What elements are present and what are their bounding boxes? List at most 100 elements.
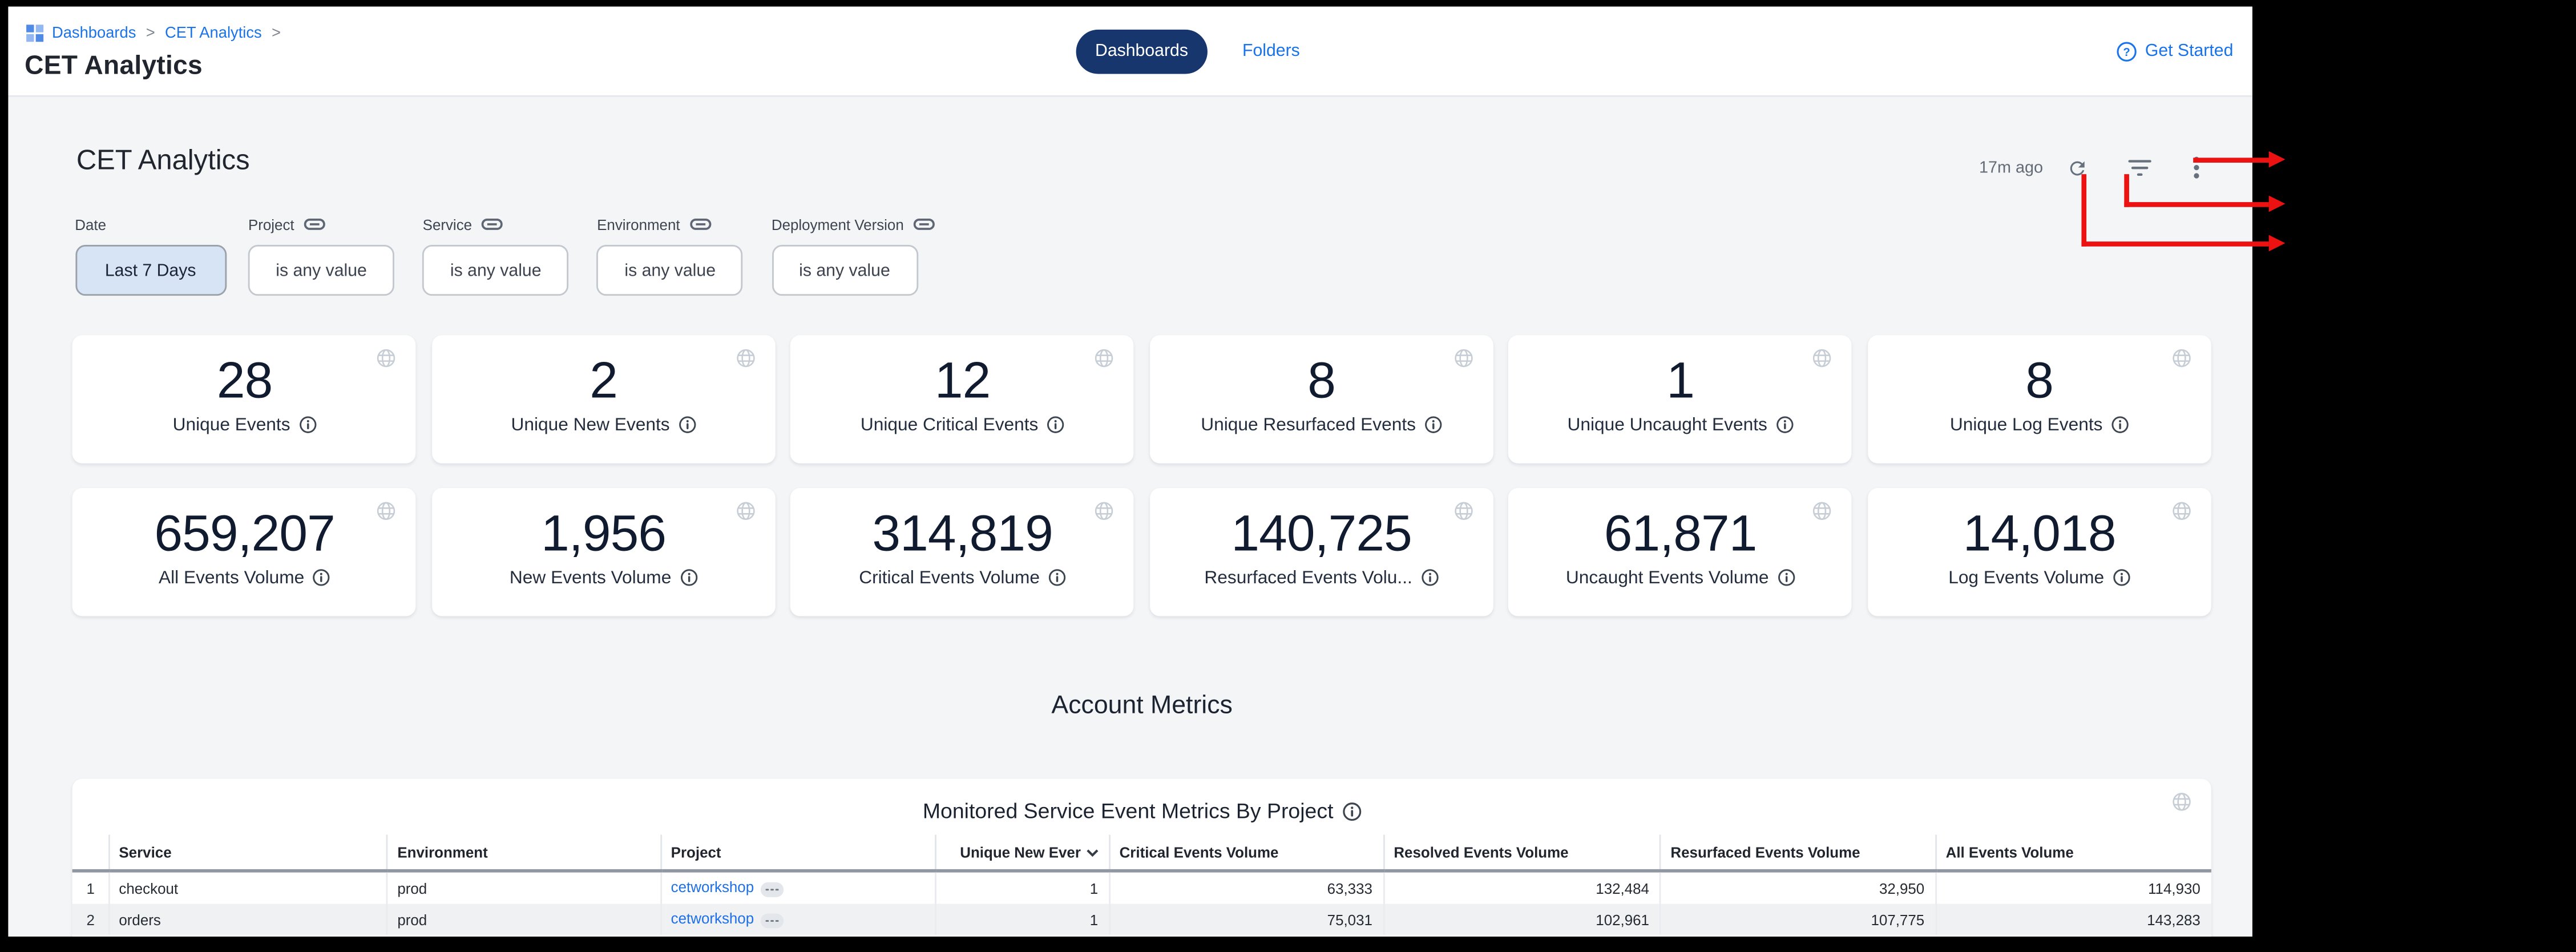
kpi-value: 659,207: [154, 503, 335, 562]
cell-resurfaced-events-volume: 107,775: [1661, 904, 1937, 936]
filter-service-value[interactable]: is any value: [422, 245, 569, 296]
dashboard-title: CET Analytics: [76, 144, 250, 175]
kpi-value: 2: [590, 350, 618, 409]
kpi-tile-resurfaced-events-volume: 140,725 Resurfaced Events Volu...: [1149, 487, 1493, 617]
cell-service: checkout: [109, 871, 389, 905]
project-link[interactable]: cetworkshop: [671, 880, 754, 897]
cell-resolved-events-volume: 132,484: [1384, 871, 1662, 905]
filter-project-value[interactable]: is any value: [248, 245, 395, 296]
filter-project-label: Project: [248, 216, 294, 233]
info-icon[interactable]: [313, 568, 331, 587]
kpi-tile-unique-new-events: 2 Unique New Events: [431, 334, 776, 465]
annotation-arrowhead: [2268, 151, 2286, 168]
table-row: 1 checkout prod cetworkshop 1 63,333 132…: [72, 871, 2211, 905]
cell-unique-new-ever: 1: [936, 871, 1111, 905]
info-icon[interactable]: [1342, 801, 1362, 821]
kpi-grid: 28 Unique Events 2 Unique New Events 12 …: [72, 334, 2211, 617]
kpi-label: Critical Events Volume: [859, 567, 1040, 588]
column-header-all-events-volume[interactable]: All Events Volume: [1936, 835, 2211, 873]
breadcrumb-separator: >: [146, 25, 155, 43]
table-card: Monitored Service Event Metrics By Proje…: [72, 779, 2211, 936]
column-header-resurfaced-events-volume[interactable]: Resurfaced Events Volume: [1661, 835, 1937, 873]
kpi-value: 140,725: [1231, 503, 1412, 562]
globe-icon: [1095, 348, 1115, 368]
info-icon[interactable]: [1424, 416, 1442, 434]
row-number: 2: [72, 904, 110, 936]
filter-deployment-version: Deployment Version is any value: [771, 216, 935, 296]
dashboard-canvas: CET Analytics 17m ago: [7, 95, 2253, 936]
kpi-label: Unique Log Events: [1949, 415, 2103, 435]
globe-icon: [1453, 501, 1473, 521]
info-icon[interactable]: [1775, 416, 1794, 434]
filter-deployment-version-value[interactable]: is any value: [771, 245, 918, 296]
column-header-unique-new-ever[interactable]: Unique New Ever: [936, 835, 1111, 873]
get-started-link[interactable]: ? Get Started: [2116, 41, 2233, 62]
breadcrumb: Dashboards > CET Analytics >: [25, 23, 282, 45]
kpi-tile-uncaught-events-volume: 61,871 Uncaught Events Volume: [1508, 487, 1852, 617]
info-icon[interactable]: [1777, 568, 1795, 587]
row-number: 1: [72, 871, 110, 905]
kpi-tile-new-events-volume: 1,956 New Events Volume: [431, 487, 776, 617]
kpi-tile-log-events-volume: 14,018 Log Events Volume: [1867, 487, 2211, 617]
kpi-label: Unique New Events: [511, 415, 670, 435]
globe-icon: [2171, 348, 2191, 368]
svg-text:?: ?: [2123, 46, 2130, 59]
kpi-label: Unique Resurfaced Events: [1201, 415, 1416, 435]
column-header-environment[interactable]: Environment: [387, 835, 662, 873]
cell-resurfaced-events-volume: 32,950: [1661, 871, 1937, 905]
table-title: Monitored Service Event Metrics By Proje…: [922, 799, 1334, 824]
info-icon[interactable]: [2113, 568, 2131, 587]
breadcrumb-cet-analytics[interactable]: CET Analytics: [165, 25, 262, 43]
kpi-label: Unique Critical Events: [860, 415, 1039, 435]
breadcrumb-dashboards[interactable]: Dashboards: [51, 25, 136, 43]
last-refresh-time: 17m ago: [1979, 159, 2044, 177]
top-bar: Dashboards > CET Analytics > CET Analyti…: [7, 7, 2253, 95]
drill-menu-pill[interactable]: [760, 882, 784, 898]
kpi-tile-all-events-volume: 659,207 All Events Volume: [72, 487, 417, 617]
filter-deployment-version-label: Deployment Version: [771, 216, 904, 233]
table-header-row: Service Environment Project Unique New E…: [72, 835, 2211, 873]
kpi-label: Uncaught Events Volume: [1565, 567, 1769, 588]
globe-icon: [377, 501, 397, 521]
globe-icon: [736, 501, 756, 521]
tab-folders[interactable]: Folders: [1242, 42, 1300, 62]
linked-filter-icon: [914, 219, 935, 231]
globe-icon: [2171, 793, 2191, 813]
kpi-value: 61,871: [1604, 503, 1758, 562]
info-icon[interactable]: [1420, 568, 1439, 587]
info-icon[interactable]: [680, 568, 698, 587]
info-icon[interactable]: [1047, 416, 1065, 434]
filter-environment: Environment is any value: [597, 217, 744, 296]
column-header-resolved-events-volume[interactable]: Resolved Events Volume: [1384, 835, 1662, 873]
kpi-value: 1,956: [541, 503, 667, 562]
info-icon[interactable]: [678, 416, 696, 434]
cell-service: orders: [109, 904, 389, 936]
tab-dashboards[interactable]: Dashboards: [1075, 29, 1208, 74]
globe-icon: [2171, 501, 2191, 521]
cell-critical-events-volume: 63,333: [1109, 871, 1385, 905]
kpi-label: Log Events Volume: [1948, 567, 2105, 588]
cell-unique-new-ever: 1: [936, 904, 1111, 936]
filter-project: Project is any value: [248, 216, 395, 296]
kpi-label: Resurfaced Events Volu...: [1204, 567, 1412, 588]
info-icon[interactable]: [1048, 568, 1066, 587]
drill-menu-pill[interactable]: [760, 913, 784, 929]
globe-icon: [377, 348, 397, 368]
kpi-value: 12: [934, 350, 991, 409]
globe-icon: [1095, 501, 1115, 521]
info-icon[interactable]: [298, 416, 317, 434]
info-icon[interactable]: [2111, 416, 2129, 434]
kpi-label: New Events Volume: [509, 567, 672, 588]
linked-filter-icon: [482, 219, 503, 231]
metrics-table: Service Environment Project Unique New E…: [72, 835, 2211, 936]
cell-resolved-events-volume: 102,961: [1384, 904, 1662, 936]
view-tabs: Dashboards Folders: [1075, 29, 1300, 74]
column-header-project[interactable]: Project: [661, 835, 938, 873]
dashboard-filters-button[interactable]: [2127, 157, 2151, 178]
filter-date-value[interactable]: Last 7 Days: [75, 245, 227, 296]
column-header-service[interactable]: Service: [109, 835, 389, 873]
project-link[interactable]: cetworkshop: [671, 910, 754, 927]
kpi-tile-critical-events-volume: 314,819 Critical Events Volume: [790, 487, 1134, 617]
column-header-critical-events-volume[interactable]: Critical Events Volume: [1109, 835, 1385, 873]
filter-environment-value[interactable]: is any value: [597, 245, 744, 296]
